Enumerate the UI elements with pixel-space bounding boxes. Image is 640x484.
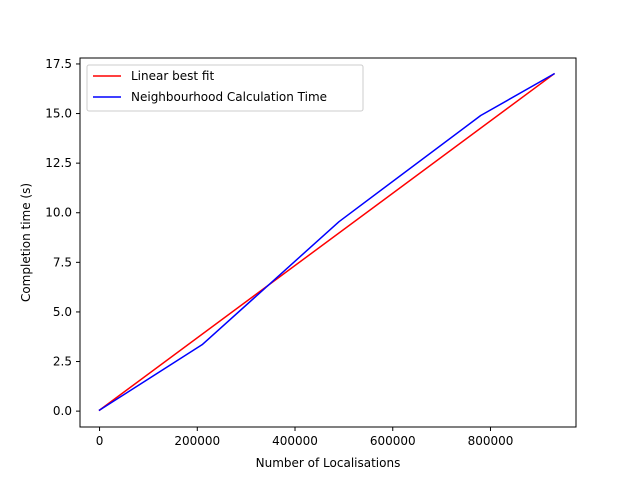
- y-tick-label: 10.0: [45, 206, 72, 220]
- legend-box: [86, 64, 364, 112]
- y-axis-ticks: 0.0 2.5 5.0 7.5 10.0 12.5 15.0 17.5: [45, 57, 80, 418]
- x-tick-label: 200000: [174, 434, 220, 448]
- x-axis-ticks: 0 200000 400000 600000 800000: [96, 427, 514, 448]
- y-tick-label: 7.5: [53, 255, 72, 269]
- x-tick-label: 800000: [468, 434, 514, 448]
- x-axis-label: Number of Localisations: [256, 456, 401, 470]
- legend: Linear best fit Neighbourhood Calculatio…: [86, 64, 364, 112]
- series-line-neighbourhood-calculation-time: [98, 72, 556, 412]
- y-tick-label: 0.0: [53, 404, 72, 418]
- y-tick-label: 12.5: [45, 156, 72, 170]
- y-tick-label: 15.0: [45, 107, 72, 121]
- x-tick-label: 600000: [370, 434, 416, 448]
- x-tick-label: 400000: [272, 434, 318, 448]
- x-tick-label: 0: [96, 434, 104, 448]
- series-line-linear-best-fit: [98, 72, 556, 412]
- series-lines: [98, 72, 556, 412]
- legend-label-linear-best-fit: Linear best fit: [131, 69, 214, 83]
- legend-label-neighbourhood-calculation-time: Neighbourhood Calculation Time: [131, 90, 327, 104]
- y-tick-label: 2.5: [53, 355, 72, 369]
- y-axis-label: Completion time (s): [19, 183, 33, 302]
- y-tick-label: 5.0: [53, 305, 72, 319]
- y-tick-label: 17.5: [45, 57, 72, 71]
